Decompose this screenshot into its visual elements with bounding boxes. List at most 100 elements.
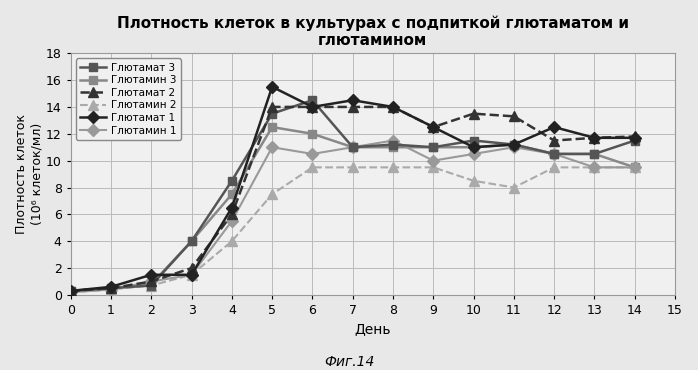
Глютамин 1: [268, 145, 276, 149]
Line: Глютамин 1: Глютамин 1: [66, 136, 639, 296]
Глютамин 2: [389, 165, 397, 169]
Глютамин 2: [429, 165, 438, 169]
Глютамат 3: [630, 138, 639, 143]
Глютамат 2: [550, 138, 558, 143]
Глютамин 2: [348, 165, 357, 169]
Line: Глютамат 3: Глютамат 3: [66, 96, 639, 295]
Line: Глютамат 1: Глютамат 1: [66, 83, 639, 295]
Глютамат 2: [348, 105, 357, 109]
Глютамин 2: [550, 165, 558, 169]
Глютамат 3: [470, 138, 478, 143]
Глютамин 2: [309, 165, 317, 169]
Глютамат 3: [228, 179, 236, 183]
Глютамат 2: [187, 266, 195, 270]
Глютамат 2: [510, 114, 518, 118]
Y-axis label: Плотность клеток
(10⁶ клеток/мл): Плотность клеток (10⁶ клеток/мл): [15, 114, 43, 234]
Глютамат 1: [309, 105, 317, 109]
Глютамат 2: [107, 286, 115, 290]
Глютамин 2: [107, 287, 115, 292]
Глютамин 2: [470, 179, 478, 183]
Глютамат 1: [510, 142, 518, 147]
Legend: Глютамат 3, Глютамин 3, Глютамат 2, Глютамин 2, Глютамат 1, Глютамин 1: Глютамат 3, Глютамин 3, Глютамат 2, Глют…: [76, 58, 181, 140]
Глютамат 1: [591, 135, 599, 140]
Line: Глютамин 3: Глютамин 3: [66, 123, 639, 295]
Глютамат 3: [510, 142, 518, 147]
Глютамин 1: [66, 290, 75, 295]
Text: Фиг.14: Фиг.14: [324, 355, 374, 369]
Глютамат 1: [147, 273, 156, 277]
Глютамат 2: [470, 111, 478, 116]
Глютамат 2: [429, 125, 438, 129]
Глютамин 3: [187, 239, 195, 243]
Глютамат 1: [228, 205, 236, 210]
Глютамин 2: [510, 185, 518, 190]
Глютамин 3: [429, 145, 438, 149]
Глютамин 1: [107, 287, 115, 292]
Глютамат 3: [389, 142, 397, 147]
Глютамин 3: [510, 142, 518, 147]
Глютамат 1: [268, 85, 276, 89]
Line: Глютамат 2: Глютамат 2: [66, 102, 639, 296]
Глютамин 1: [429, 158, 438, 163]
Глютамин 3: [550, 152, 558, 156]
Глютамин 1: [147, 279, 156, 284]
Глютамат 1: [630, 135, 639, 140]
Глютамат 3: [187, 239, 195, 243]
Глютамат 1: [470, 145, 478, 149]
Глютамат 2: [147, 279, 156, 284]
Глютамин 2: [147, 283, 156, 288]
Глютамат 2: [591, 135, 599, 140]
Line: Глютамин 2: Глютамин 2: [66, 162, 639, 297]
X-axis label: День: День: [355, 323, 391, 336]
Глютамин 1: [348, 145, 357, 149]
Глютамат 1: [66, 289, 75, 293]
Глютамин 1: [309, 152, 317, 156]
Глютамат 1: [348, 98, 357, 102]
Глютамин 1: [187, 273, 195, 277]
Глютамат 2: [228, 212, 236, 216]
Глютамат 1: [429, 125, 438, 129]
Глютамин 2: [66, 290, 75, 295]
Глютамин 3: [268, 125, 276, 129]
Глютамин 2: [630, 165, 639, 169]
Глютамат 3: [348, 145, 357, 149]
Глютамат 1: [187, 273, 195, 277]
Глютамат 2: [66, 289, 75, 293]
Глютамат 3: [591, 152, 599, 156]
Глютамат 3: [66, 289, 75, 293]
Глютамат 3: [147, 283, 156, 288]
Глютамат 2: [309, 105, 317, 109]
Глютамин 1: [389, 138, 397, 143]
Глютамин 1: [470, 152, 478, 156]
Глютамат 3: [309, 98, 317, 102]
Глютамин 3: [389, 145, 397, 149]
Глютамат 1: [389, 105, 397, 109]
Глютамат 3: [268, 111, 276, 116]
Глютамат 3: [550, 152, 558, 156]
Глютамат 3: [429, 145, 438, 149]
Глютамин 3: [147, 282, 156, 286]
Глютамат 1: [107, 285, 115, 289]
Глютамин 3: [470, 145, 478, 149]
Глютамин 2: [187, 273, 195, 277]
Глютамин 1: [630, 165, 639, 169]
Глютамин 1: [591, 165, 599, 169]
Глютамат 2: [268, 105, 276, 109]
Глютамин 3: [309, 132, 317, 136]
Глютамин 3: [630, 165, 639, 169]
Глютамин 1: [550, 152, 558, 156]
Глютамат 1: [550, 125, 558, 129]
Глютамин 2: [268, 192, 276, 196]
Глютамин 1: [228, 219, 236, 223]
Глютамин 3: [591, 152, 599, 156]
Title: Плотность клеток в культурах с подпиткой глютаматом и
глютамином: Плотность клеток в культурах с подпиткой…: [117, 15, 629, 48]
Глютамат 3: [107, 286, 115, 290]
Глютамат 2: [389, 105, 397, 109]
Глютамин 3: [348, 145, 357, 149]
Глютамин 3: [228, 192, 236, 196]
Глютамат 2: [630, 134, 639, 139]
Глютамин 1: [510, 145, 518, 149]
Глютамин 3: [107, 286, 115, 290]
Глютамин 3: [66, 289, 75, 293]
Глютамин 2: [591, 165, 599, 169]
